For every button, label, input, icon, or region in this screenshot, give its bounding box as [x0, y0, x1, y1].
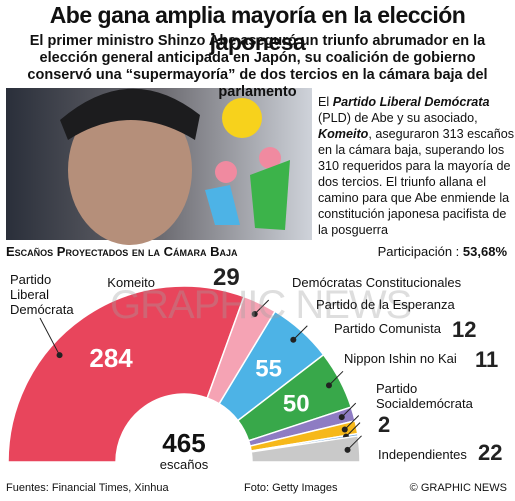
party-label: Komeito [107, 275, 155, 290]
party-label: Independientes [378, 447, 467, 462]
leader-line [39, 317, 61, 356]
subtitle: El primer ministro Shinzo Abe aseguró un… [27, 33, 488, 100]
leader-line [292, 325, 308, 341]
value-label: 50 [283, 391, 310, 418]
text: (PLD) de Abe y su asociado, [318, 111, 478, 125]
logo-sun [222, 98, 262, 138]
face [68, 95, 192, 245]
sources: Fuentes: Financial Times, Xinhua [6, 482, 169, 494]
value-label: 29 [213, 264, 240, 291]
logo-figure [250, 160, 290, 230]
turnout-label: Participación : [377, 244, 460, 259]
turnout: Participación : 53,68% [378, 244, 507, 259]
leader-line [344, 415, 360, 430]
logo-figure [205, 185, 240, 225]
photo-credit: Foto: Getty Images [244, 482, 338, 494]
value-label: 55 [255, 355, 282, 382]
hair [60, 88, 200, 140]
party-label: Nippon Ishin no Kai [344, 351, 457, 366]
leader-line [345, 422, 361, 437]
party-label: Partido Liberal Demócrata [10, 272, 74, 317]
logo-head [215, 161, 237, 183]
value-label: 12 [452, 317, 476, 342]
text: Partido Liberal Demócrata [332, 95, 490, 109]
watermark: GRAPHIC NEWS [110, 283, 412, 327]
leader-line [328, 370, 344, 386]
value-label: 2 [378, 412, 390, 437]
leader-line [341, 402, 357, 418]
total-value: 465 [162, 428, 205, 458]
seat-segment [250, 435, 361, 463]
value-label: 11 [475, 347, 498, 372]
total-label: escaños [160, 457, 209, 472]
text: , aseguraron 313 escaños en la cámara ba… [318, 127, 515, 237]
logo-head [259, 147, 281, 169]
seat-segment [7, 285, 245, 463]
turnout-value: 53,68% [462, 244, 507, 259]
text: Komeito [318, 127, 369, 141]
credit: © GRAPHIC NEWS [409, 482, 507, 494]
body-text: El Partido Liberal Demócrata (PLD) de Ab… [318, 94, 514, 238]
title: Abe gana amplia mayoría en la elección j… [49, 2, 466, 55]
value-label: 22 [478, 440, 502, 465]
chart-title: Escaños Proyectados en la Cámara Baja [6, 244, 238, 259]
party-label: Partido de la Esperanza [316, 297, 455, 312]
leader-line [254, 299, 270, 315]
text: El [318, 95, 333, 109]
party-label: Partido Socialdemócrata [376, 381, 473, 411]
leader-line [347, 435, 362, 451]
value-label: 284 [89, 343, 133, 373]
party-label: Partido Comunista [334, 321, 441, 336]
party-label: Demócratas Constitucionales [292, 275, 462, 290]
